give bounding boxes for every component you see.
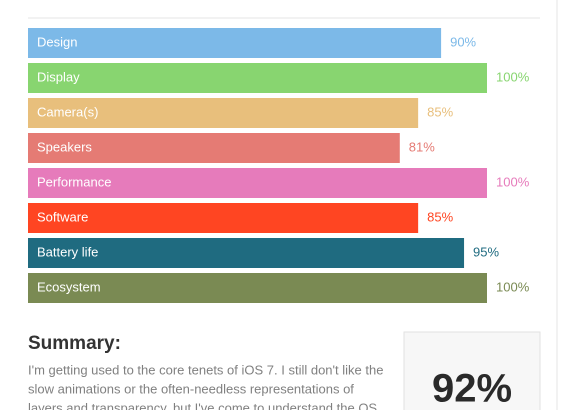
value-label: 81% [409, 139, 435, 154]
score-box [403, 331, 541, 410]
bar-label: Display [37, 69, 80, 84]
value-label: 100% [496, 174, 530, 189]
bar [28, 63, 487, 93]
bar-label: Performance [37, 174, 111, 189]
value-label: 100% [496, 279, 530, 294]
summary-title: Summary: [28, 333, 121, 354]
value-label: 95% [473, 244, 499, 259]
bar-label: Ecosystem [37, 279, 101, 294]
bar [28, 273, 487, 303]
bar [28, 168, 487, 198]
bar [28, 28, 442, 58]
summary-line: layers and transparency, but I've come t… [28, 400, 377, 410]
bar [28, 98, 419, 128]
value-label: 100% [496, 69, 530, 84]
score-bars: Design 90% Display 100% Camera(s) 85% Speakers… [28, 28, 530, 303]
bar-label: Battery life [37, 244, 98, 259]
bar-label: Speakers [37, 139, 92, 154]
value-label: 85% [427, 209, 453, 224]
summary-line: slow animations or the often-needless re… [28, 381, 354, 396]
bar-label: Camera(s) [37, 104, 98, 119]
bar [28, 203, 419, 233]
bar [28, 238, 465, 268]
summary-text: I'm getting used to the core tenets of i… [28, 362, 383, 410]
value-label: 90% [450, 34, 476, 49]
bar [28, 133, 400, 163]
value-label: 85% [427, 104, 453, 119]
bar-label: Design [37, 34, 77, 49]
summary-line: I'm getting used to the core tenets of i… [28, 362, 383, 377]
overall-score: 92% [432, 367, 512, 410]
bar-label: Software [37, 209, 88, 224]
